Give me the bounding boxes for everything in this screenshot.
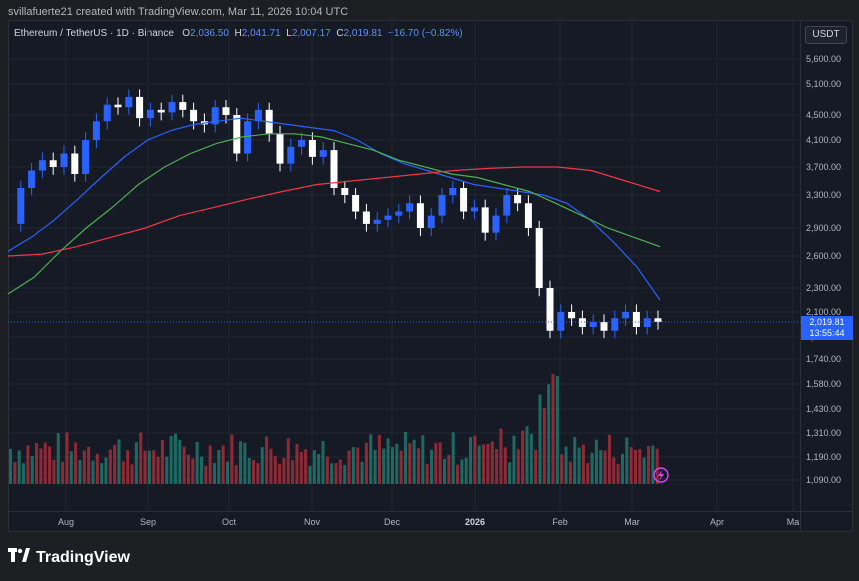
symbol-label[interactable]: Ethereum / TetherUS · 1D · Binance bbox=[14, 28, 174, 39]
high-value: 2,041.71 bbox=[241, 28, 281, 39]
low-value: 2,007.17 bbox=[291, 28, 331, 39]
brand-name: TradingView bbox=[36, 549, 130, 566]
close-value: 2,019.81 bbox=[343, 28, 383, 39]
time-axis[interactable] bbox=[8, 512, 801, 532]
axis-corner bbox=[801, 512, 853, 532]
chart-pane[interactable] bbox=[8, 20, 801, 512]
high-label: H bbox=[234, 28, 242, 39]
tradingview-logo[interactable]: TradingView bbox=[8, 548, 130, 567]
low-label: L bbox=[286, 28, 292, 39]
tradingview-logo-icon bbox=[8, 548, 30, 567]
chart-credit: svillafuerte21 created with TradingView.… bbox=[8, 6, 349, 18]
price-axis[interactable] bbox=[801, 20, 853, 512]
close-label: C bbox=[336, 28, 344, 39]
currency-button[interactable]: USDT bbox=[805, 26, 847, 44]
open-value: 2,036.50 bbox=[190, 28, 229, 39]
open-label: O bbox=[182, 28, 191, 39]
ohlc-legend: Ethereum / TetherUS · 1D · Binance O2,03… bbox=[14, 28, 463, 39]
change-value: −16.70 (−0.82%) bbox=[388, 28, 463, 39]
